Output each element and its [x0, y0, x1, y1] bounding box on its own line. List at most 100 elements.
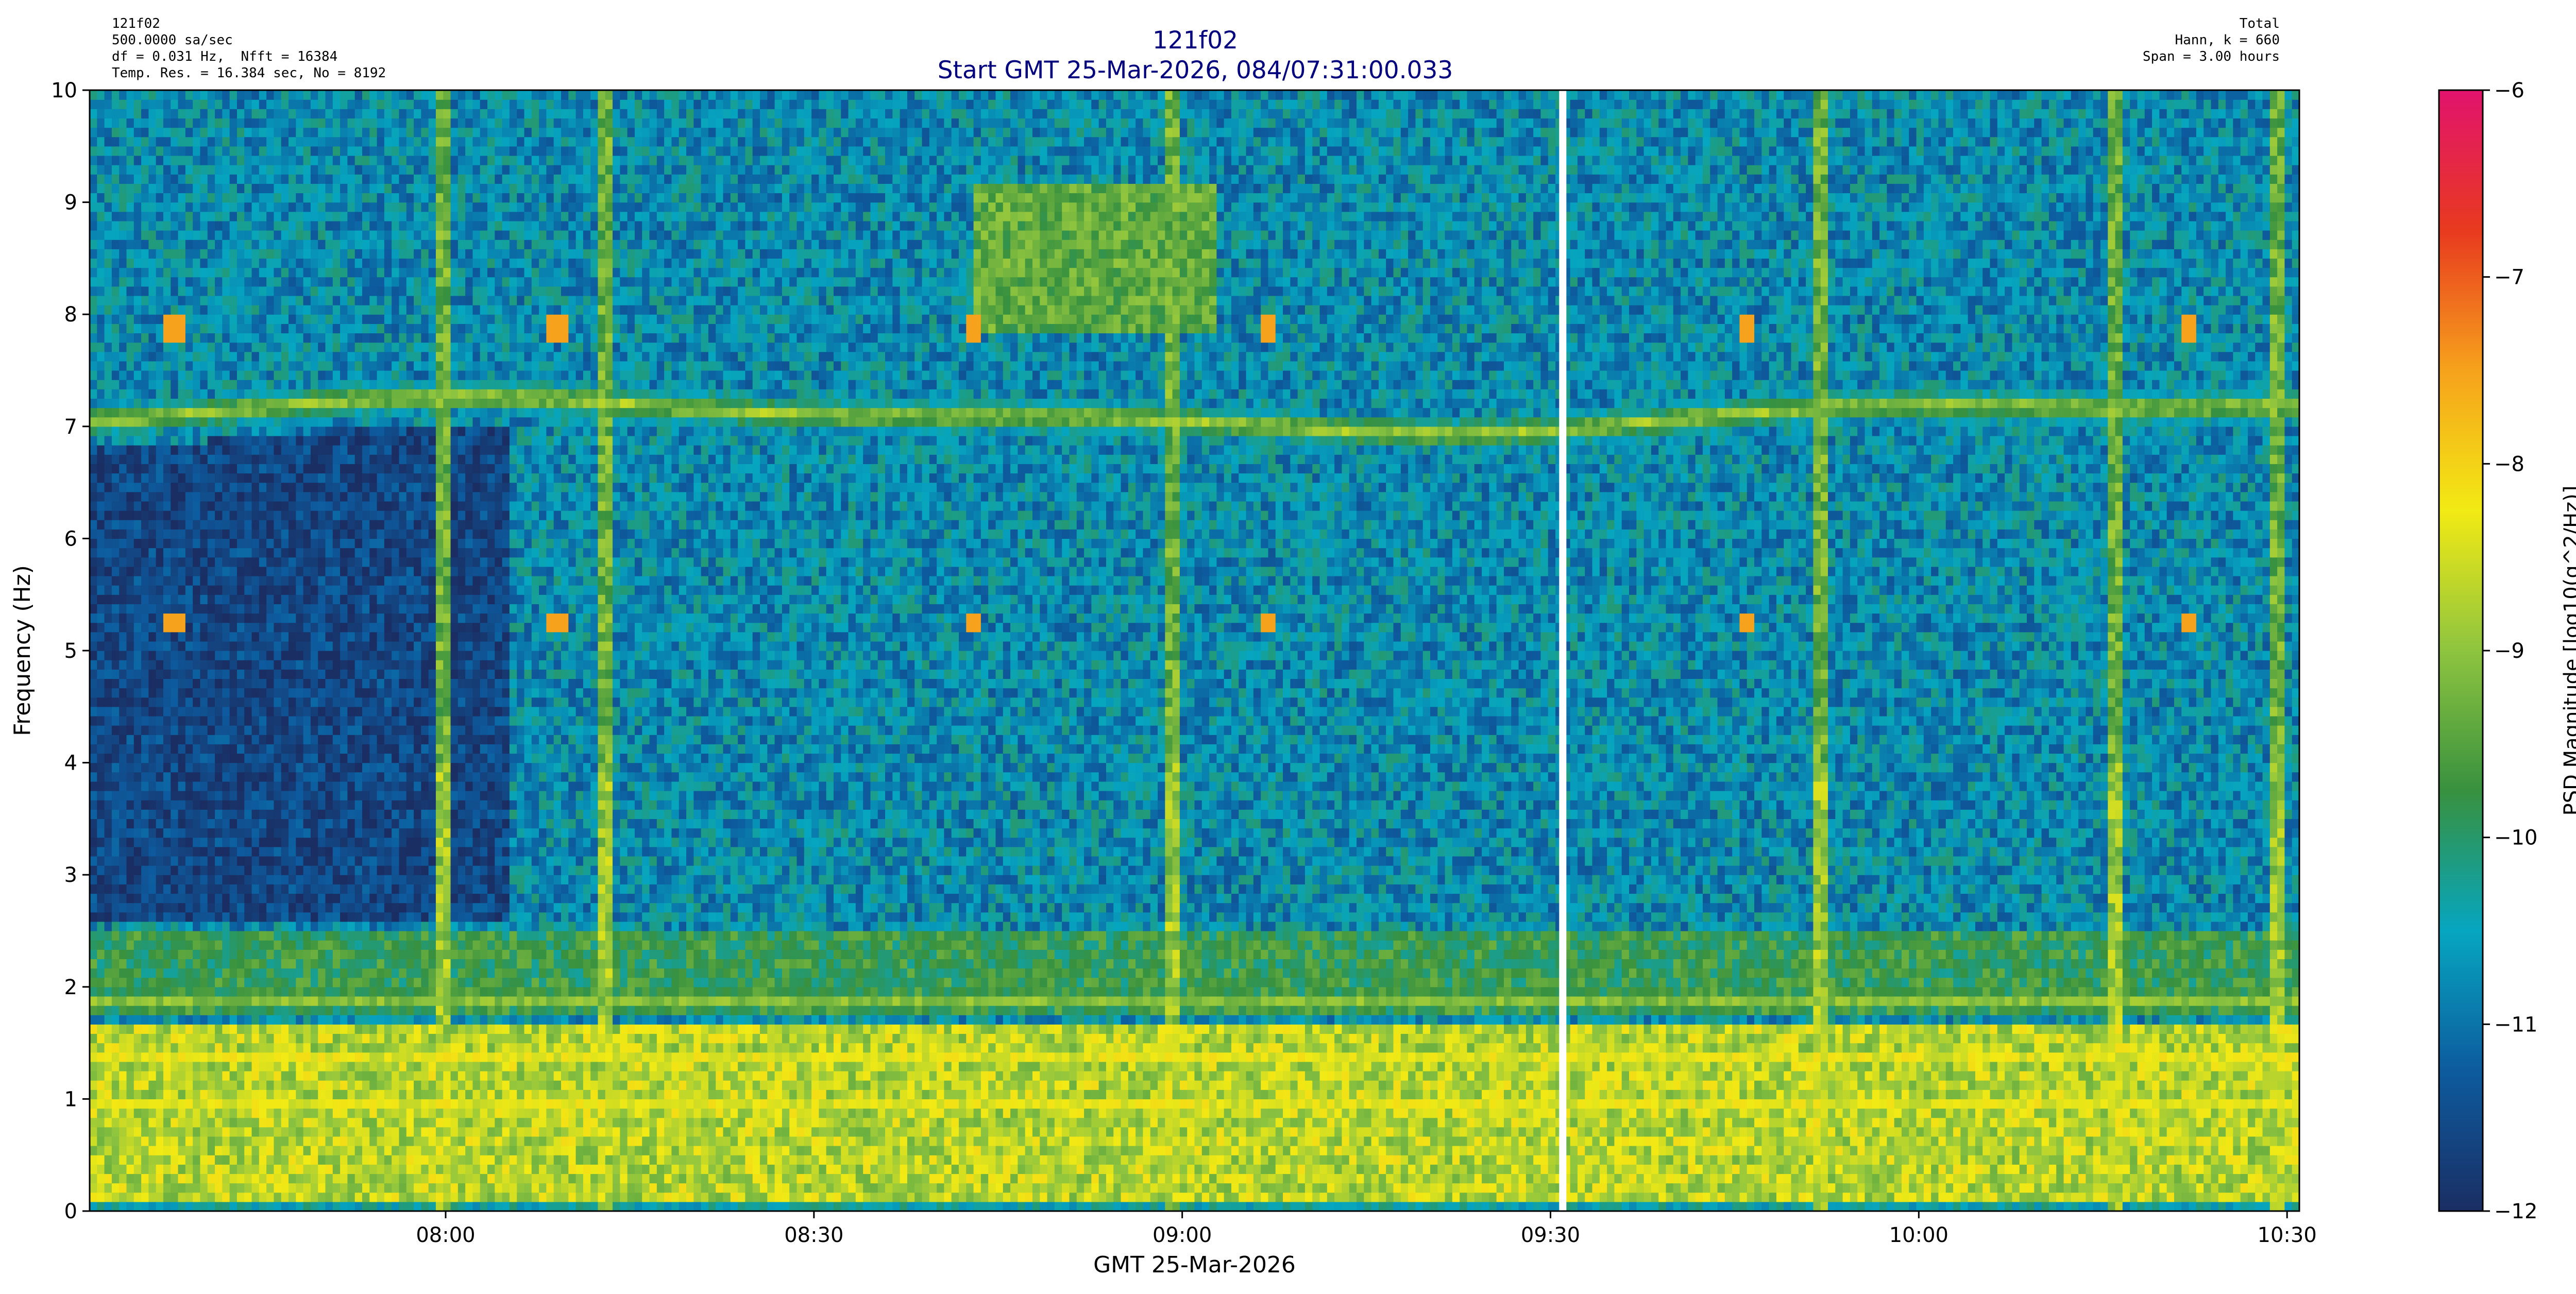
heatmap-cell	[2049, 1173, 2057, 1183]
heatmap-cell	[340, 1109, 348, 1118]
heatmap-cell	[1364, 1202, 1371, 1212]
heatmap-cell	[472, 1202, 480, 1212]
heatmap-cell	[436, 1146, 444, 1155]
heatmap-cell	[2277, 1173, 2285, 1183]
heatmap-cell	[1622, 1183, 1630, 1193]
heatmap-cell	[392, 1127, 399, 1137]
heatmap-cell	[281, 1193, 289, 1202]
heatmap-cell	[1857, 1118, 1865, 1128]
heatmap-cell	[914, 1146, 922, 1155]
heatmap-cell	[510, 1099, 517, 1109]
heatmap-cell	[406, 1127, 414, 1137]
heatmap-cell	[1850, 1146, 1858, 1155]
heatmap-cell	[2196, 1146, 2204, 1155]
heatmap-cell	[392, 1183, 399, 1193]
heatmap-cell	[436, 1202, 444, 1212]
heatmap-cell	[1732, 1127, 1740, 1137]
heatmap-cell	[1195, 1155, 1202, 1165]
heatmap-cell	[944, 1193, 952, 1202]
heatmap-cell	[1879, 1164, 1887, 1174]
heatmap-cell	[1990, 1136, 1998, 1146]
heatmap-cell	[1776, 1193, 1784, 1202]
heatmap-cell	[1629, 1164, 1637, 1174]
heatmap-cell	[753, 1183, 760, 1193]
heatmap-cell	[576, 1164, 584, 1174]
heatmap-cell	[1091, 1109, 1099, 1118]
heatmap-cell	[2034, 1118, 2042, 1128]
heatmap-cell	[952, 1118, 959, 1128]
heatmap-cell	[1710, 1136, 1718, 1146]
heatmap-cell	[230, 1193, 238, 1202]
heatmap-cell	[2042, 1183, 2049, 1193]
heatmap-cell	[671, 1183, 679, 1193]
heatmap-cell	[1069, 1127, 1077, 1137]
heatmap-cell	[1379, 1202, 1386, 1212]
heatmap-cell	[2167, 1173, 2175, 1183]
heatmap-cell	[1231, 1193, 1239, 1202]
heatmap-cell	[1320, 1118, 1328, 1128]
heatmap-cell	[517, 1164, 524, 1174]
heatmap-cell	[1062, 1109, 1070, 1118]
heatmap-cell	[2056, 1202, 2064, 1212]
heatmap-cell	[1025, 1136, 1033, 1146]
heatmap-cell	[97, 1118, 105, 1128]
heatmap-cell	[215, 1193, 223, 1202]
heatmap-cell	[502, 1146, 510, 1155]
heatmap-cell	[1592, 1164, 1600, 1174]
heatmap-cell	[598, 1118, 605, 1128]
heatmap-cell	[443, 1164, 451, 1174]
heatmap-cell	[517, 1173, 524, 1183]
heatmap-cell	[2115, 1173, 2123, 1183]
heatmap-cell	[1437, 1193, 1445, 1202]
heatmap-cell	[1475, 1164, 1482, 1174]
heatmap-cell	[97, 1164, 105, 1174]
heatmap-cell	[731, 1146, 738, 1155]
heatmap-cell	[1931, 1146, 1939, 1155]
heatmap-cell	[1246, 1155, 1254, 1165]
heatmap-cell	[1106, 1136, 1114, 1146]
heatmap-cell	[1239, 1193, 1246, 1202]
heatmap-cell	[1334, 1109, 1342, 1118]
heatmap-cell	[126, 1099, 134, 1109]
heatmap-cell	[885, 1183, 893, 1193]
heatmap-cell	[1357, 1202, 1364, 1212]
heatmap-cell	[134, 1155, 142, 1165]
heatmap-cell	[1467, 1183, 1475, 1193]
heatmap-cell	[148, 1164, 156, 1174]
heatmap-cell	[568, 1183, 576, 1193]
heatmap-cell	[2064, 1193, 2072, 1202]
heatmap-cell	[222, 1183, 230, 1193]
heatmap-cell	[2189, 1127, 2197, 1137]
heatmap-cell	[1917, 1146, 1924, 1155]
heatmap-cell	[1216, 1136, 1224, 1146]
heatmap-cell	[1283, 1173, 1291, 1183]
heatmap-cell	[399, 1164, 406, 1174]
heatmap-cell	[1739, 1118, 1747, 1128]
heatmap-cell	[922, 1099, 930, 1109]
heatmap-cell	[134, 1164, 142, 1174]
heatmap-cell	[1865, 1164, 1873, 1174]
heatmap-cell	[605, 1155, 613, 1165]
heatmap-cell	[1902, 1146, 1909, 1155]
heatmap-cell	[1069, 1164, 1077, 1174]
heatmap-cell	[1202, 1118, 1210, 1128]
heatmap-cell	[650, 1099, 657, 1109]
heatmap-cell	[2211, 1164, 2218, 1174]
heatmap-cell	[532, 1202, 539, 1212]
heatmap-cell	[178, 1164, 186, 1174]
heatmap-cell	[657, 1164, 665, 1174]
heatmap-cell	[1195, 1202, 1202, 1212]
heatmap-cell	[148, 1118, 156, 1128]
heatmap-cell	[495, 1118, 502, 1128]
heatmap-cell	[524, 1146, 532, 1155]
heatmap-cell	[1165, 1164, 1173, 1174]
heatmap-cell	[1482, 1136, 1489, 1146]
heatmap-cell	[495, 1146, 502, 1155]
heatmap-cell	[1010, 1109, 1018, 1118]
heatmap-cell	[399, 1193, 406, 1202]
heatmap-cell	[1710, 1127, 1718, 1137]
heatmap-cell	[2218, 1109, 2226, 1118]
heatmap-cell	[811, 1099, 819, 1109]
heatmap-cell	[1799, 1202, 1806, 1212]
heatmap-cell	[775, 1164, 783, 1174]
